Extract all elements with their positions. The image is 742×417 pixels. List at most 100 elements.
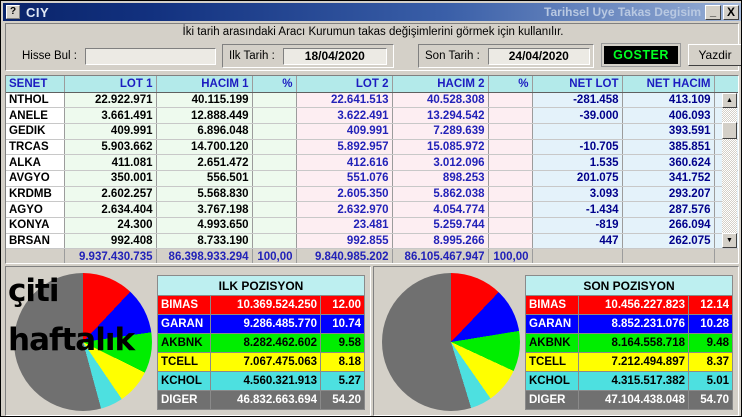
cell-senet: GEDIK [6, 123, 65, 140]
table-row[interactable]: NTHOL 22.922.971 40.115.199 22.641.513 40.52… [6, 92, 738, 109]
cell-hacim2: 898.253 [392, 170, 489, 187]
table-row[interactable]: KRDMB 2.602.257 5.568.830 2.605.350 5.862.03… [6, 186, 738, 203]
ilk-tarih-input[interactable]: 18/04/2020 [282, 47, 387, 65]
table-row[interactable]: ALKA 411.081 2.651.472 412.616 3.012.096 1.53… [6, 154, 738, 171]
col-hacim2[interactable]: HACIM 2 [392, 76, 489, 93]
col-lot2[interactable]: LOT 2 [296, 76, 393, 93]
position-value: 7.212.494.897 [578, 352, 689, 372]
position-value: 4.315.517.382 [578, 371, 689, 391]
table-row[interactable]: AGYO 2.634.404 3.767.198 2.632.970 4.054.774… [6, 201, 738, 218]
grid-vertical-scrollbar[interactable]: ▲ ▼ [722, 93, 737, 248]
position-row: DIGER 46.832.663.694 54.20 [157, 390, 365, 410]
filter-panel: İki tarih arasındaki Aracı Kurumun takas… [5, 23, 741, 71]
cell-hacim1: 5.568.830 [156, 186, 253, 203]
scrollbar-track[interactable] [722, 108, 737, 233]
son-pozisyon-panel: SON POZISYON BIMAS 10.456.227.823 12.14 GAR… [373, 266, 739, 416]
cell-nethacim: 341.752 [622, 170, 715, 187]
col-senet[interactable]: SENET [6, 76, 65, 93]
cell-lot2: 3.622.491 [296, 107, 393, 124]
pie-chart-son [382, 273, 520, 411]
position-value: 10.456.227.823 [578, 295, 689, 315]
hint-text: İki tarih arasındaki Aracı Kurumun takas… [182, 26, 564, 38]
cell-pct2 [488, 123, 533, 140]
cell-pct2 [488, 217, 533, 234]
cell-senet: ALKA [6, 154, 65, 171]
cell-hacim1: 556.501 [156, 170, 253, 187]
position-value: 4.560.321.913 [210, 371, 321, 391]
cell-netlot: -10.705 [532, 139, 623, 156]
cell-pct1 [252, 107, 297, 124]
cell-nethacim: 266.094 [622, 217, 715, 234]
cell-lot1: 350.001 [64, 170, 157, 187]
cell-hacim1: 14.700.120 [156, 139, 253, 156]
col-pct1[interactable]: % [252, 76, 297, 93]
cell-netlot: 201.075 [532, 170, 623, 187]
scrollbar-thumb[interactable] [722, 122, 737, 139]
son-tarih-input[interactable]: 24/04/2020 [487, 47, 590, 65]
scroll-down-icon[interactable]: ▼ [722, 233, 737, 248]
cell-hacim2: 3.012.096 [392, 154, 489, 171]
cell-senet: TRCAS [6, 139, 65, 156]
position-pct: 5.01 [687, 371, 734, 391]
yazdir-button[interactable]: Yazdir [688, 44, 741, 66]
ilk-tarih-group: Ilk Tarih : 18/04/2020 [222, 44, 394, 68]
table-row[interactable]: BRSAN 992.408 8.733.190 992.855 8.995.266 447… [6, 233, 738, 250]
position-name: AKBNK [525, 333, 579, 353]
position-name: BIMAS [525, 295, 579, 315]
table-row[interactable]: TRCAS 5.903.662 14.700.120 5.892.957 15.085.… [6, 139, 738, 156]
position-name: AKBNK [157, 333, 211, 353]
col-nethacim[interactable]: NET HACIM [622, 76, 715, 93]
cell-lot1: 992.408 [64, 233, 157, 250]
position-value: 10.369.524.250 [210, 295, 321, 315]
cell-hacim1: 6.896.048 [156, 123, 253, 140]
cell-netlot: 1.535 [532, 154, 623, 171]
cell-hacim1: 3.767.198 [156, 201, 253, 218]
cell-lot2: 412.616 [296, 154, 393, 171]
goster-button[interactable]: GOSTER [601, 43, 681, 67]
cell-nethacim: 287.576 [622, 201, 715, 218]
hisse-bul-input[interactable] [84, 47, 216, 65]
col-pct3[interactable]: % [714, 76, 738, 93]
cell-hacim2: 40.528.308 [392, 92, 489, 109]
scroll-up-icon[interactable]: ▲ [722, 93, 737, 108]
cell-lot1: 2.634.404 [64, 201, 157, 218]
data-grid[interactable]: SENET LOT 1 HACIM 1 % LOT 2 HACIM 2 % NE… [5, 75, 739, 264]
position-row: BIMAS 10.456.227.823 12.14 [525, 295, 734, 315]
table-row[interactable]: AVGYO 350.001 556.501 551.076 898.253 201.075… [6, 170, 738, 187]
cell-netlot: -819 [532, 217, 623, 234]
cell-pct2 [488, 233, 533, 250]
cell-nethacim: 413.109 [622, 92, 715, 109]
position-name: BIMAS [157, 295, 211, 315]
table-row[interactable]: GEDIK 409.991 6.896.048 409.991 7.289.639 393… [6, 123, 738, 140]
total-netlot [532, 248, 623, 263]
ilk-pozisyon-pie-chart [14, 273, 154, 413]
col-netlot[interactable]: NET LOT [532, 76, 623, 93]
son-pozisyon-pie-chart [382, 273, 522, 413]
cell-lot2: 2.632.970 [296, 201, 393, 218]
position-row: AKBNK 8.282.462.602 9.58 [157, 333, 365, 353]
cell-pct2 [488, 154, 533, 171]
cell-lot2: 22.641.513 [296, 92, 393, 109]
cell-netlot: -281.458 [532, 92, 623, 109]
position-name: GARAN [157, 314, 211, 334]
cell-nethacim: 406.093 [622, 107, 715, 124]
col-pct2[interactable]: % [488, 76, 533, 93]
table-row[interactable]: KONYA 24.300 4.993.650 23.481 5.259.744 -819 2… [6, 217, 738, 234]
cell-senet: AVGYO [6, 170, 65, 187]
close-button[interactable]: X [723, 4, 739, 20]
position-pct: 9.48 [687, 333, 734, 353]
position-row: KCHOL 4.560.321.913 5.27 [157, 371, 365, 391]
minimize-button[interactable]: _ [705, 4, 721, 20]
cell-lot1: 409.991 [64, 123, 157, 140]
position-row: GARAN 8.852.231.076 10.28 [525, 314, 734, 334]
col-hacim1[interactable]: HACIM 1 [156, 76, 253, 93]
ilk-pozisyon-table: ILK POZISYON BIMAS 10.369.524.250 12.00 GAR… [157, 275, 365, 410]
takas-table: SENET LOT 1 HACIM 1 % LOT 2 HACIM 2 % NE… [6, 76, 738, 263]
col-lot1[interactable]: LOT 1 [64, 76, 157, 93]
son-tarih-label: Son Tarih : [425, 50, 480, 62]
table-row[interactable]: ANELE 3.661.491 12.888.449 3.622.491 13.294.… [6, 107, 738, 124]
hisse-bul-label: Hisse Bul : [22, 50, 77, 62]
cell-hacim2: 5.259.744 [392, 217, 489, 234]
system-menu-icon[interactable]: ? [6, 5, 20, 19]
position-row: GARAN 9.286.485.770 10.74 [157, 314, 365, 334]
